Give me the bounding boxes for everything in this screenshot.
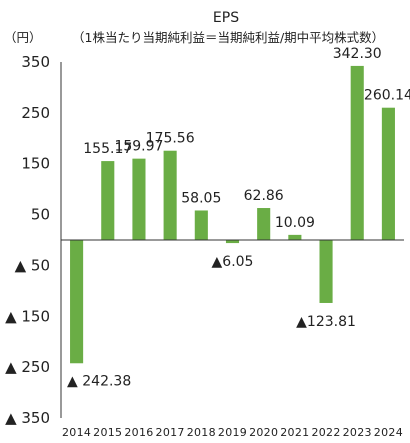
bar-2024 — [381, 107, 395, 240]
x-tick-label: 2018 — [187, 426, 216, 439]
chart-title: EPS — [213, 10, 239, 26]
data-label-2014: ▲ 242.38 — [67, 373, 131, 389]
chart-subtitle: （1株当たり当期純利益＝当期純利益/期中平均株式数） — [72, 30, 384, 45]
y-tick-label: ▲ 250 — [5, 358, 50, 376]
x-tick-label: 2022 — [311, 426, 340, 439]
data-label-2018: 58.05 — [181, 190, 221, 206]
x-tick-label: 2020 — [249, 426, 278, 439]
y-unit-label: （円） — [4, 30, 42, 45]
bar-2015 — [101, 161, 115, 240]
data-label-2024: 260.14 — [364, 88, 410, 104]
bar-2021 — [288, 234, 302, 240]
y-tick-label: 50 — [31, 206, 50, 224]
data-label-2021: 10.09 — [275, 215, 315, 231]
bar-2016 — [132, 158, 146, 240]
y-tick-label: ▲ 150 — [5, 307, 50, 325]
data-label-2016: 159.97 — [114, 139, 163, 155]
bar-2014 — [70, 240, 84, 364]
x-tick-label: 2014 — [62, 426, 91, 439]
x-tick-label: 2019 — [218, 426, 247, 439]
data-label-2017: 175.56 — [146, 131, 195, 147]
y-tick-label: ▲ 50 — [15, 256, 50, 274]
bar-2018 — [194, 210, 208, 240]
x-tick-label: 2017 — [156, 426, 185, 439]
data-label-2019: ▲6.05 — [212, 254, 254, 270]
data-label-2022: ▲123.81 — [296, 314, 356, 330]
data-label-2023: 342.30 — [333, 46, 382, 62]
x-tick-label: 2021 — [280, 426, 309, 439]
bar-2022 — [319, 240, 333, 303]
bar-2023 — [350, 65, 364, 240]
x-tick-label: 2016 — [124, 426, 153, 439]
y-tick-label: 250 — [21, 104, 50, 122]
bar-2017 — [163, 150, 177, 240]
y-tick-label: ▲ 350 — [5, 409, 50, 427]
bars — [70, 65, 395, 364]
bar-2019 — [225, 240, 240, 244]
y-tick-label: 150 — [21, 155, 50, 173]
y-axis-ticks: 350 250 150 50 ▲ 50 ▲ 150 ▲ 250 ▲ 350 — [5, 53, 50, 427]
y-tick-label: 350 — [21, 53, 50, 71]
x-tick-label: 2015 — [93, 426, 122, 439]
data-label-2020: 62.86 — [244, 188, 284, 204]
x-tick-label: 2023 — [343, 426, 372, 439]
bar-2020 — [257, 208, 271, 240]
x-tick-label: 2024 — [374, 426, 403, 439]
x-axis-ticks: 2014 2015 2016 2017 2018 2019 2020 2021 2022 2023… — [62, 426, 403, 439]
data-label-2015: 155.17 — [83, 141, 132, 157]
